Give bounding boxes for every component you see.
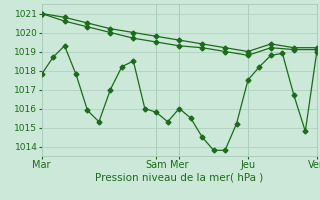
X-axis label: Pression niveau de la mer( hPa ): Pression niveau de la mer( hPa ) [95, 173, 263, 183]
